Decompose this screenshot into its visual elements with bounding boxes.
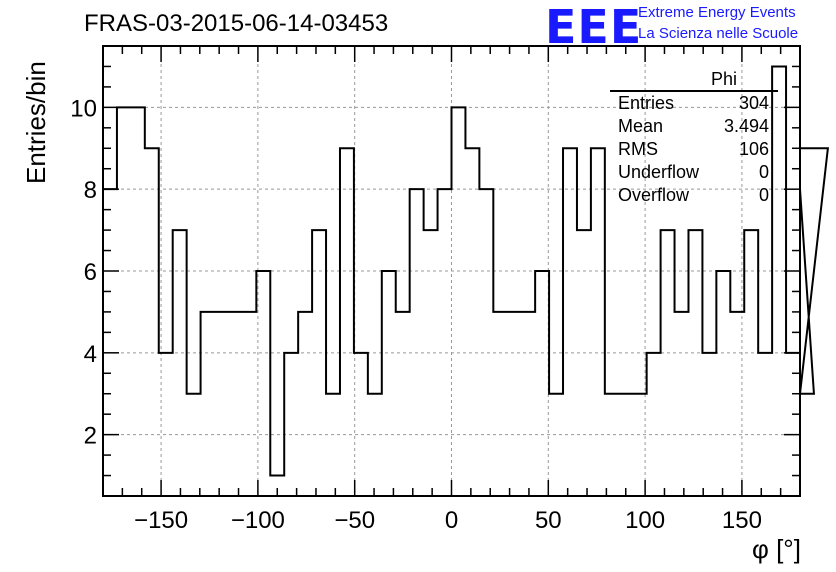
histogram-line <box>103 65 830 477</box>
stats-divider <box>610 90 778 92</box>
plot-frame <box>102 45 801 497</box>
y-tick-label: 8 <box>84 177 97 204</box>
x-tick-label: 50 <box>535 507 562 534</box>
tick-labels: −150 −100 −50 0 50 100 150 2 4 6 8 10 <box>70 95 762 534</box>
y-tick-label: 2 <box>84 423 97 450</box>
x-tick-label: 0 <box>445 507 458 534</box>
stats-row-entries: Entries 304 <box>610 92 778 115</box>
stats-rms-value: 106 <box>738 139 769 159</box>
x-tick-label: −50 <box>334 507 375 534</box>
x-tick-label: 150 <box>722 507 762 534</box>
stats-overflow-label: Overflow <box>618 185 690 205</box>
stats-overflow-value: 0 <box>758 185 769 205</box>
chart-title: FRAS-03-2015-06-14-03453 <box>84 10 389 37</box>
stats-underflow-label: Underflow <box>618 162 700 182</box>
logo-text-line2: La Scienza nelle Scuole <box>638 25 799 42</box>
y-tick-label: 6 <box>84 259 97 286</box>
stats-mean-value: 3.494 <box>723 116 769 136</box>
x-tick-label: 100 <box>625 507 665 534</box>
stats-title: Phi <box>710 69 737 89</box>
stats-entries-label: Entries <box>618 93 675 113</box>
x-tick-label: −150 <box>134 507 188 534</box>
y-tick-label: 4 <box>84 341 97 368</box>
eee-logo: EEE <box>545 0 643 54</box>
stats-underflow-value: 0 <box>758 162 769 182</box>
stats-mean-label: Mean <box>618 116 664 136</box>
stats-row-mean: Mean 3.494 <box>610 115 778 138</box>
logo-text-line1: Extreme Energy Events <box>638 4 796 21</box>
x-tick-label: −100 <box>231 507 285 534</box>
stats-box: Phi Entries 304 Mean 3.494 RMS 106 Under… <box>610 68 778 205</box>
stats-row-rms: RMS 106 <box>610 138 778 161</box>
stats-row-underflow: Underflow 0 <box>610 161 778 184</box>
stats-rms-label: RMS <box>618 139 658 159</box>
stats-entries-value: 304 <box>738 93 769 113</box>
y-axis-label: Entries/bin <box>21 61 51 184</box>
x-axis-label: φ [°] <box>752 534 801 564</box>
y-tick-label: 10 <box>70 95 97 122</box>
stats-row-overflow: Overflow 0 <box>610 184 778 207</box>
